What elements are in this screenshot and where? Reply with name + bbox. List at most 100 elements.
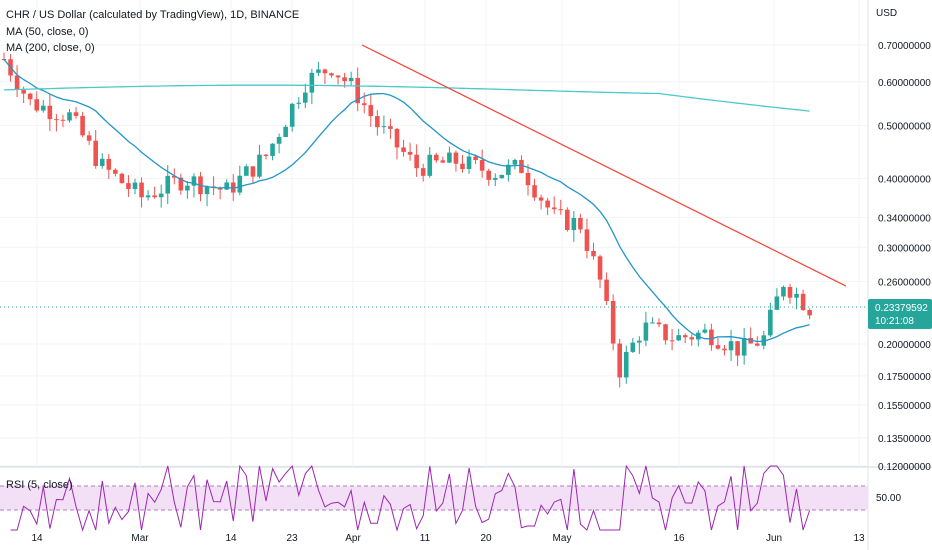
candle-body [565, 209, 570, 231]
candle-body [754, 343, 760, 346]
candle-body [145, 195, 151, 198]
y-tick-label: 0.40000000 [878, 175, 931, 186]
candle-body [388, 126, 393, 129]
candle-body [460, 163, 465, 170]
ma200-line [3, 84, 810, 112]
y-tick-label: 0.15500000 [878, 401, 931, 412]
y-tick-label: 0.26000000 [878, 277, 931, 288]
candle-body [237, 175, 243, 193]
x-tick-label: Mar [131, 533, 149, 544]
candle-body [768, 309, 773, 336]
candle-body [794, 293, 799, 298]
candle-body [185, 185, 190, 191]
candle-body [696, 332, 701, 340]
candle-body [316, 69, 321, 73]
candle-body [47, 105, 53, 120]
candles [1, 52, 812, 388]
trend-line[interactable] [361, 44, 847, 287]
candle-body [519, 159, 524, 173]
candle-body [152, 195, 157, 198]
candle-body [132, 182, 138, 190]
candle-body [735, 341, 740, 356]
candle-body [394, 128, 400, 148]
candle-body [283, 126, 288, 138]
candle-body [702, 329, 708, 333]
candle-body [27, 93, 33, 100]
candle-body [230, 182, 236, 193]
rsi-line [10, 464, 811, 532]
candle-body [34, 99, 40, 111]
y-tick-label: 0.30000000 [878, 243, 931, 254]
candle-body [276, 137, 282, 144]
candle-body [466, 156, 472, 170]
candle-body [682, 335, 688, 338]
candle-body [663, 324, 668, 341]
candle-body [263, 154, 269, 156]
candle-body [342, 77, 347, 82]
candle-body [126, 183, 131, 190]
candle-body [479, 160, 485, 171]
candle-body [591, 250, 596, 257]
y-tick-label: 0.70000000 [878, 41, 931, 52]
candle-body [67, 112, 72, 121]
candle-body [217, 188, 223, 190]
price-axis-ticks: 0.70000000 0.60000000 0.50000000 0.40000000… [878, 41, 931, 473]
candle-body [329, 73, 334, 76]
candle-body [401, 147, 406, 152]
candle-body [499, 174, 505, 179]
candle-body [610, 300, 616, 344]
ma50-legend[interactable]: MA (50, close, 0) [6, 26, 89, 38]
candle-body [139, 182, 144, 198]
candle-body [584, 229, 590, 251]
candle-body [244, 166, 249, 176]
candle-body [447, 152, 452, 163]
candle-body [172, 175, 177, 178]
candle-body [486, 170, 491, 180]
x-tick-label: Apr [345, 533, 361, 544]
candle-body [204, 186, 210, 195]
chart-title: CHR / US Dollar (calculated by TradingVi… [6, 9, 299, 21]
candle-body [728, 341, 734, 351]
candle-body [492, 178, 498, 180]
candle-body [781, 286, 786, 297]
candle-body [322, 69, 328, 74]
candle-body [637, 340, 642, 343]
candle-body [741, 337, 747, 356]
candle-body [807, 310, 812, 316]
candle-body [348, 77, 354, 82]
ma200-legend[interactable]: MA (200, close, 0) [6, 42, 95, 54]
candle-body [119, 173, 125, 184]
candle-body [545, 200, 550, 208]
y-tick-label: 0.13500000 [878, 434, 931, 445]
candle-body [335, 75, 341, 78]
candle-body [381, 126, 387, 128]
candle-body [506, 164, 511, 175]
candle-body [21, 90, 26, 94]
ma50-line [3, 58, 810, 343]
candle-body [597, 256, 603, 280]
y-tick-label: 0.34000000 [878, 213, 931, 224]
x-tick-label: 20 [480, 533, 492, 544]
candle-body [722, 348, 727, 351]
candle-body [375, 116, 380, 128]
candle-body [578, 217, 583, 230]
y-tick-label: 0.12000000 [878, 462, 931, 473]
candle-body [165, 175, 171, 194]
candle-body [257, 154, 262, 177]
candle-body [309, 72, 315, 93]
candle-body [774, 296, 780, 310]
x-tick-label: 14 [31, 533, 43, 544]
candle-body [414, 154, 419, 169]
candle-body [41, 105, 46, 111]
candle-body [158, 193, 164, 198]
current-price-badge [868, 299, 932, 329]
rsi-legend[interactable]: RSI (5, close) [6, 479, 73, 491]
candle-body [270, 143, 275, 156]
rsi-value-label: 50.00 [876, 493, 901, 504]
candle-body [80, 115, 85, 136]
candle-body [420, 168, 426, 176]
candle-body [538, 197, 544, 201]
indicator-lines [3, 44, 847, 343]
candle-body [93, 140, 98, 166]
